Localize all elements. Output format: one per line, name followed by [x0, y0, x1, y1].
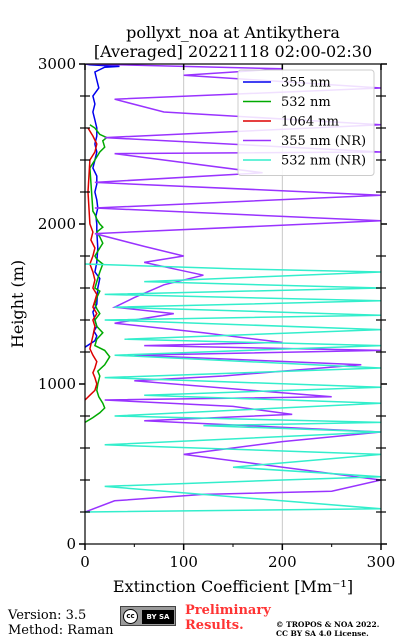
preliminary-notice: Preliminary Results.	[185, 603, 271, 633]
series-line-2	[85, 127, 98, 401]
x-axis-label: Extinction Coefficient [Mm⁻¹]	[113, 577, 353, 596]
copyright-line-1: © TROPOS & NOA 2022.	[276, 620, 380, 629]
method-label: Method: Raman	[8, 623, 114, 638]
version-label: Version: 3.5	[8, 608, 87, 623]
y-tick-label-2000: 2000	[38, 215, 76, 233]
chart-title: pollyxt_noa at Antikythera	[126, 23, 340, 42]
x-tick-label-300: 300	[367, 553, 396, 571]
y-tick-label-1000: 1000	[38, 375, 76, 393]
series-line-4	[85, 263, 381, 513]
x-tick-label-200: 200	[268, 553, 297, 571]
legend-label-2: 1064 nm	[281, 115, 339, 130]
series-line-1	[85, 124, 111, 424]
chart-subtitle: [Averaged] 20221118 02:00-02:30	[93, 42, 373, 61]
y-tick-label-0: 0	[66, 535, 76, 553]
series-line-0	[85, 64, 120, 348]
legend-label-0: 355 nm	[281, 76, 331, 91]
y-axis-label: Height (m)	[8, 260, 27, 348]
preliminary-line-1: Preliminary	[185, 603, 271, 618]
copyright-notice: © TROPOS & NOA 2022. CC BY SA 4.0 Licens…	[276, 620, 396, 638]
legend-label-3: 355 nm (NR)	[281, 134, 366, 149]
x-tick-label-100: 100	[169, 553, 198, 571]
y-tick-label-3000: 3000	[38, 55, 76, 73]
legend-box	[237, 69, 375, 176]
preliminary-line-2: Results.	[185, 618, 244, 633]
cc-by-sa-icon: cc BY SA	[120, 606, 176, 626]
legend-label-1: 532 nm	[281, 95, 331, 110]
legend-label-4: 532 nm (NR)	[281, 154, 366, 169]
copyright-line-2: CC BY SA 4.0 License.	[276, 629, 369, 638]
x-tick-label-0: 0	[80, 553, 90, 571]
